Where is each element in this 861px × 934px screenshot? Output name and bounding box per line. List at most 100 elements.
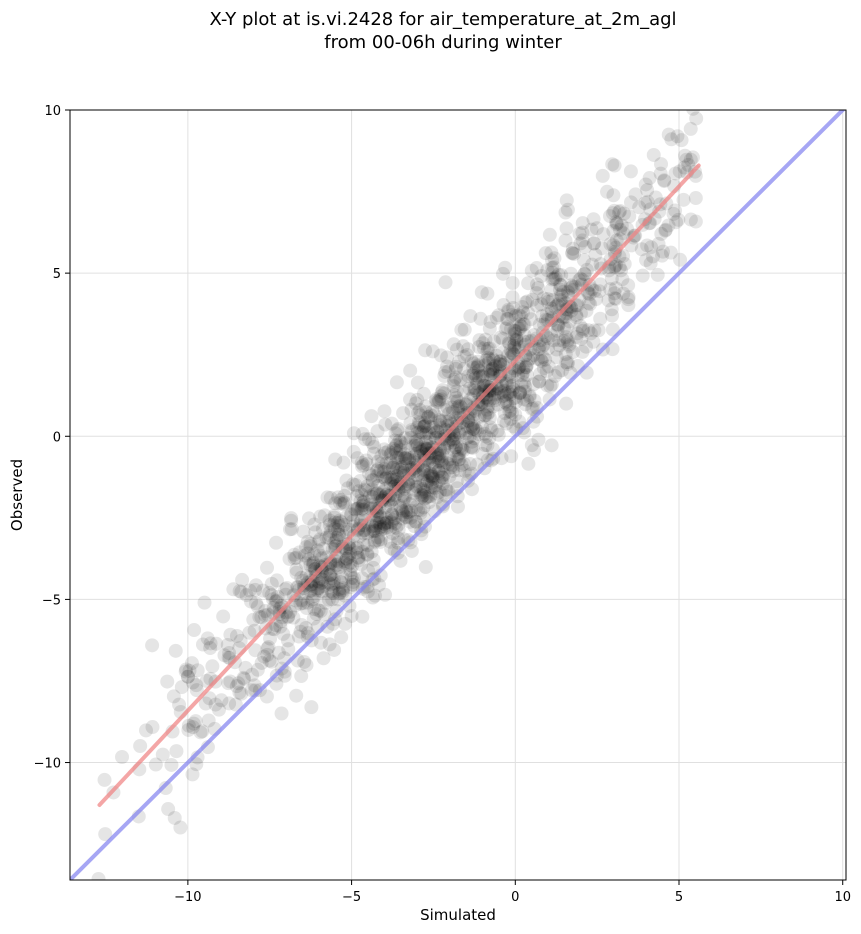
data-point	[334, 630, 349, 645]
data-point	[344, 608, 359, 623]
data-point	[413, 424, 428, 439]
data-point	[464, 440, 479, 455]
data-point	[495, 331, 510, 346]
data-point	[463, 309, 478, 324]
data-point	[415, 489, 430, 504]
data-point	[232, 685, 247, 700]
data-point	[378, 471, 393, 486]
data-point	[495, 345, 510, 360]
data-point	[531, 432, 546, 447]
data-point	[507, 337, 522, 352]
data-point	[547, 369, 562, 384]
data-point	[545, 292, 560, 307]
data-point	[344, 507, 359, 522]
data-point	[281, 609, 296, 624]
data-point	[98, 827, 113, 842]
data-point	[299, 658, 314, 673]
data-point	[477, 408, 492, 423]
data-point	[355, 501, 370, 516]
data-point	[264, 576, 279, 591]
data-point	[416, 419, 431, 434]
data-point	[516, 334, 531, 349]
data-point	[486, 399, 501, 414]
data-point	[326, 518, 341, 533]
data-point	[335, 497, 350, 512]
data-point	[545, 265, 560, 280]
data-point	[494, 389, 509, 404]
data-point	[305, 558, 320, 573]
data-point	[312, 548, 327, 563]
data-point	[640, 183, 655, 198]
data-point	[416, 482, 431, 497]
data-point	[197, 595, 212, 610]
data-point	[383, 476, 398, 491]
data-point	[260, 560, 275, 575]
data-point	[621, 278, 636, 293]
data-point	[399, 451, 414, 466]
data-point	[365, 490, 380, 505]
data-point	[635, 268, 650, 283]
data-point	[254, 610, 269, 625]
data-point	[650, 267, 665, 282]
data-point	[520, 294, 535, 309]
data-point	[569, 310, 584, 325]
data-point	[284, 522, 299, 537]
data-point	[388, 433, 403, 448]
data-point	[430, 454, 445, 469]
data-point	[180, 669, 195, 684]
data-point	[439, 482, 454, 497]
data-point	[512, 386, 527, 401]
data-point	[304, 700, 319, 715]
data-point	[220, 638, 235, 653]
data-point	[417, 427, 432, 442]
data-point	[583, 297, 598, 312]
data-point	[378, 417, 393, 432]
data-point	[339, 473, 354, 488]
data-point	[133, 739, 148, 754]
data-point	[583, 326, 598, 341]
data-point	[615, 272, 630, 287]
data-point	[638, 177, 653, 192]
data-point	[343, 580, 358, 595]
data-point	[316, 541, 331, 556]
data-point	[514, 378, 529, 393]
data-point	[346, 574, 361, 589]
data-point	[605, 206, 620, 221]
data-point	[310, 543, 325, 558]
data-point	[389, 446, 404, 461]
data-point	[569, 330, 584, 345]
data-point	[200, 631, 215, 646]
data-point	[364, 409, 379, 424]
data-point	[581, 295, 596, 310]
data-point	[439, 455, 454, 470]
data-point	[301, 552, 316, 567]
data-point	[280, 610, 295, 625]
data-point	[413, 479, 428, 494]
data-point	[586, 236, 601, 251]
data-point	[186, 716, 201, 731]
data-point	[558, 330, 573, 345]
data-point	[497, 406, 512, 421]
data-point	[416, 462, 431, 477]
data-point	[435, 448, 450, 463]
data-point	[333, 495, 348, 510]
data-point	[249, 596, 264, 611]
data-point	[269, 573, 284, 588]
data-point	[592, 284, 607, 299]
data-point	[388, 456, 403, 471]
data-point	[502, 336, 517, 351]
data-point	[362, 466, 377, 481]
data-point	[496, 413, 511, 428]
data-point	[681, 157, 696, 172]
data-point	[417, 415, 432, 430]
data-point	[456, 384, 471, 399]
data-point	[351, 550, 366, 565]
data-point	[395, 511, 410, 526]
data-point	[355, 426, 370, 441]
data-point	[620, 221, 635, 236]
data-point	[320, 490, 335, 505]
data-point	[394, 460, 409, 475]
data-point	[185, 767, 200, 782]
data-point	[115, 749, 130, 764]
data-point	[661, 127, 676, 142]
